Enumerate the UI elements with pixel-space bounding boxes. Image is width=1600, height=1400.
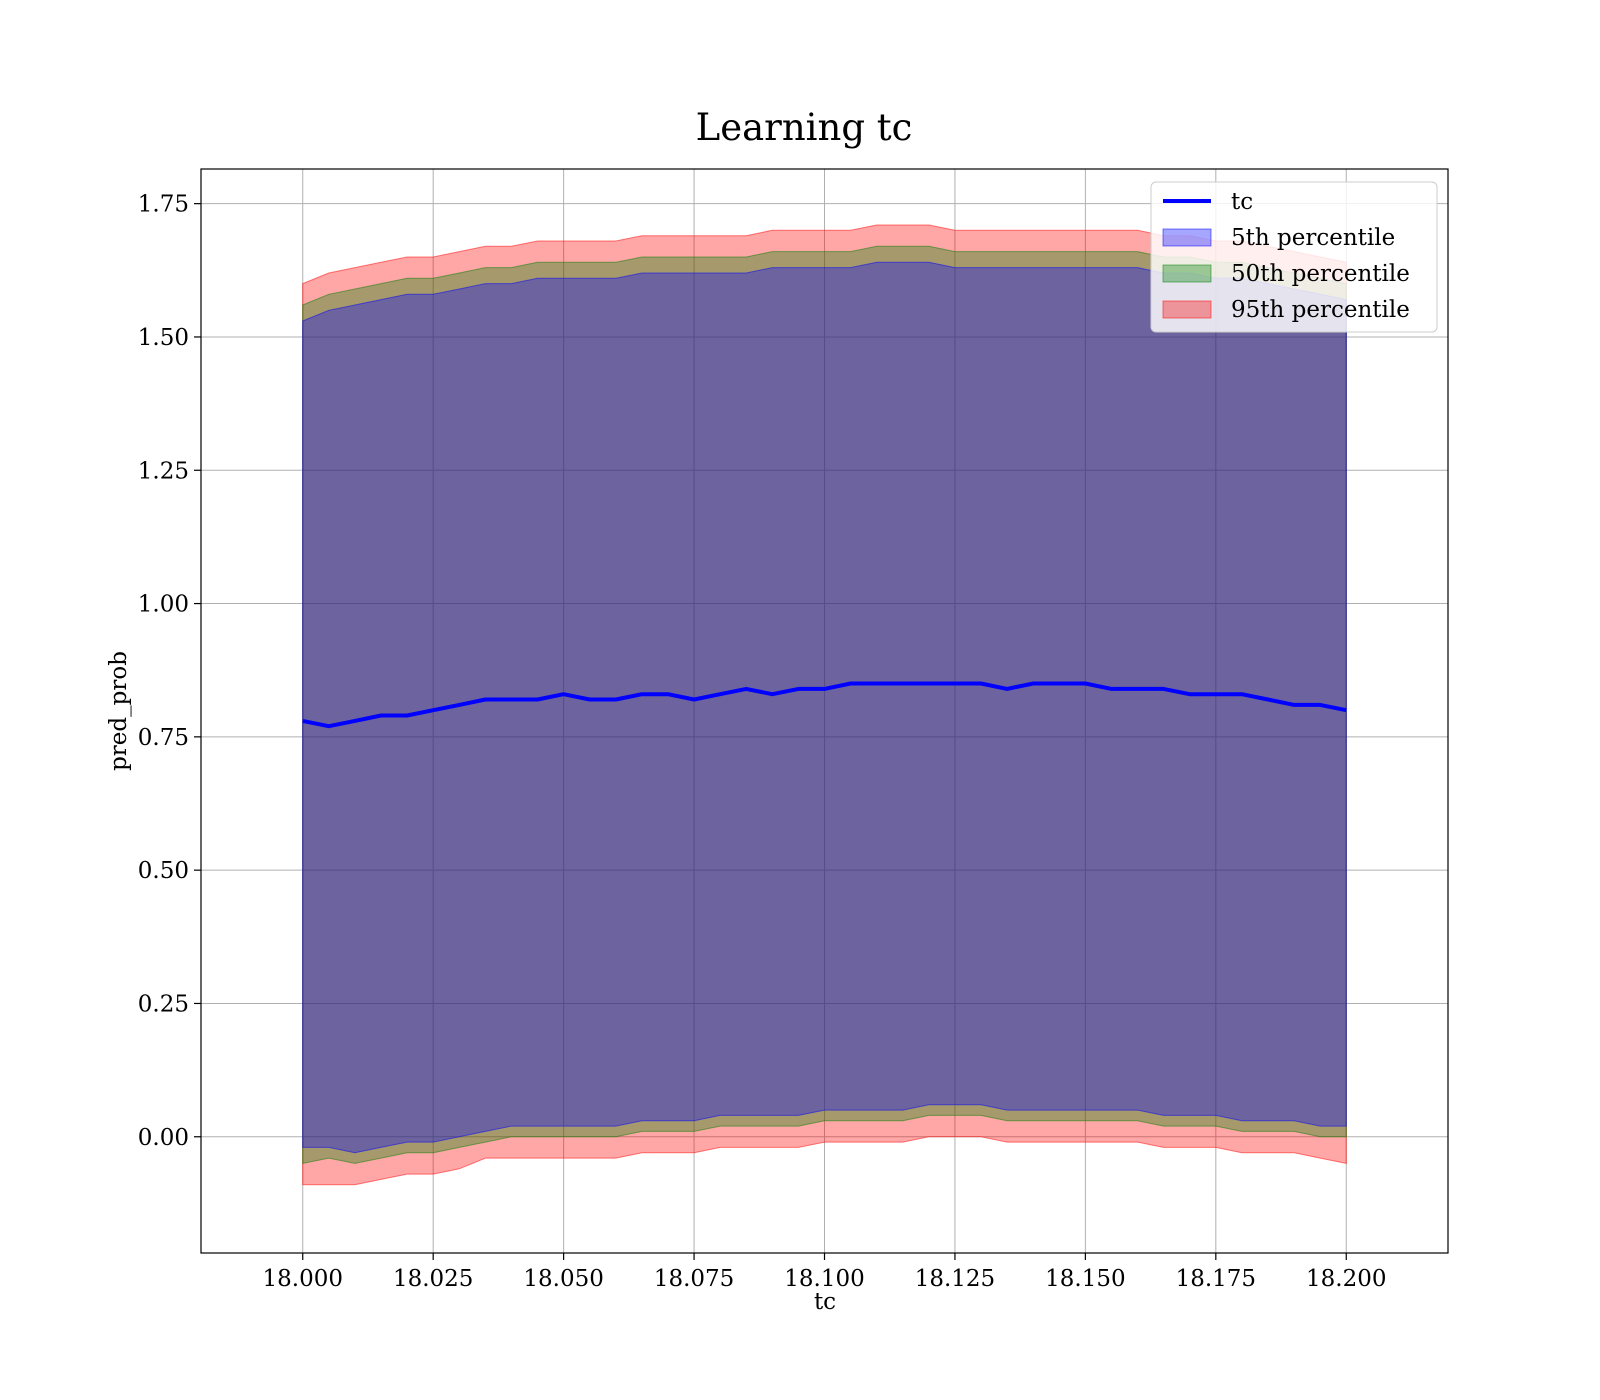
y-tick-label-5: 1.25 — [138, 458, 189, 484]
y-tick-label-2: 0.50 — [138, 858, 189, 884]
grid — [201, 169, 1448, 1253]
x-tick-label-4: 18.100 — [784, 1266, 864, 1292]
series-lines — [302, 681, 1347, 729]
x-tick-label-7: 18.175 — [1176, 1266, 1256, 1292]
legend-label-5th-percentile: 5th percentile — [1231, 225, 1395, 251]
band-50th-percentile — [302, 245, 1347, 1165]
x-tick-label-2: 18.050 — [523, 1266, 603, 1292]
legend-swatch-95th-percentile — [1162, 300, 1212, 319]
x-tick-label-8: 18.200 — [1306, 1266, 1386, 1292]
x-axis-label: tc — [814, 1289, 836, 1315]
percentile-bands — [302, 224, 1347, 1186]
y-tick-label-7: 1.75 — [138, 192, 189, 218]
x-tick-label-5: 18.125 — [915, 1266, 995, 1292]
legend-swatch-5th-percentile — [1162, 228, 1212, 247]
band-95th-percentile — [302, 224, 1347, 1186]
y-tick-label-6: 1.50 — [138, 325, 189, 351]
x-ticks: 18.000 18.025 18.050 18.075 18.100 18.125 18.1… — [263, 1253, 1386, 1292]
y-ticks: 0.00 0.25 0.50 0.75 1.00 1.25 1.50 1.75 — [138, 192, 201, 1151]
chart-title: Learning tc — [696, 106, 913, 149]
x-tick-label-1: 18.025 — [393, 1266, 473, 1292]
x-tick-label-6: 18.150 — [1045, 1266, 1125, 1292]
y-tick-label-0: 0.00 — [138, 1125, 189, 1151]
legend: tc 5th percentile 50th percentile 95th perc… — [1150, 181, 1438, 333]
band-5th-percentile — [302, 261, 1347, 1154]
legend-box — [1150, 181, 1438, 333]
legend-swatch-50th-percentile — [1162, 264, 1212, 283]
y-tick-label-3: 0.75 — [138, 725, 189, 751]
y-axis-label: pred_prob — [106, 651, 132, 771]
x-tick-label-0: 18.000 — [263, 1266, 343, 1292]
x-tick-label-3: 18.075 — [654, 1266, 734, 1292]
series-line-tc — [302, 681, 1347, 729]
legend-label-50th-percentile: 50th percentile — [1231, 261, 1410, 287]
legend-label-tc: tc — [1231, 189, 1253, 215]
y-tick-label-1: 0.25 — [138, 991, 189, 1017]
y-tick-label-4: 1.00 — [138, 592, 189, 618]
legend-label-95th-percentile: 95th percentile — [1231, 297, 1410, 323]
